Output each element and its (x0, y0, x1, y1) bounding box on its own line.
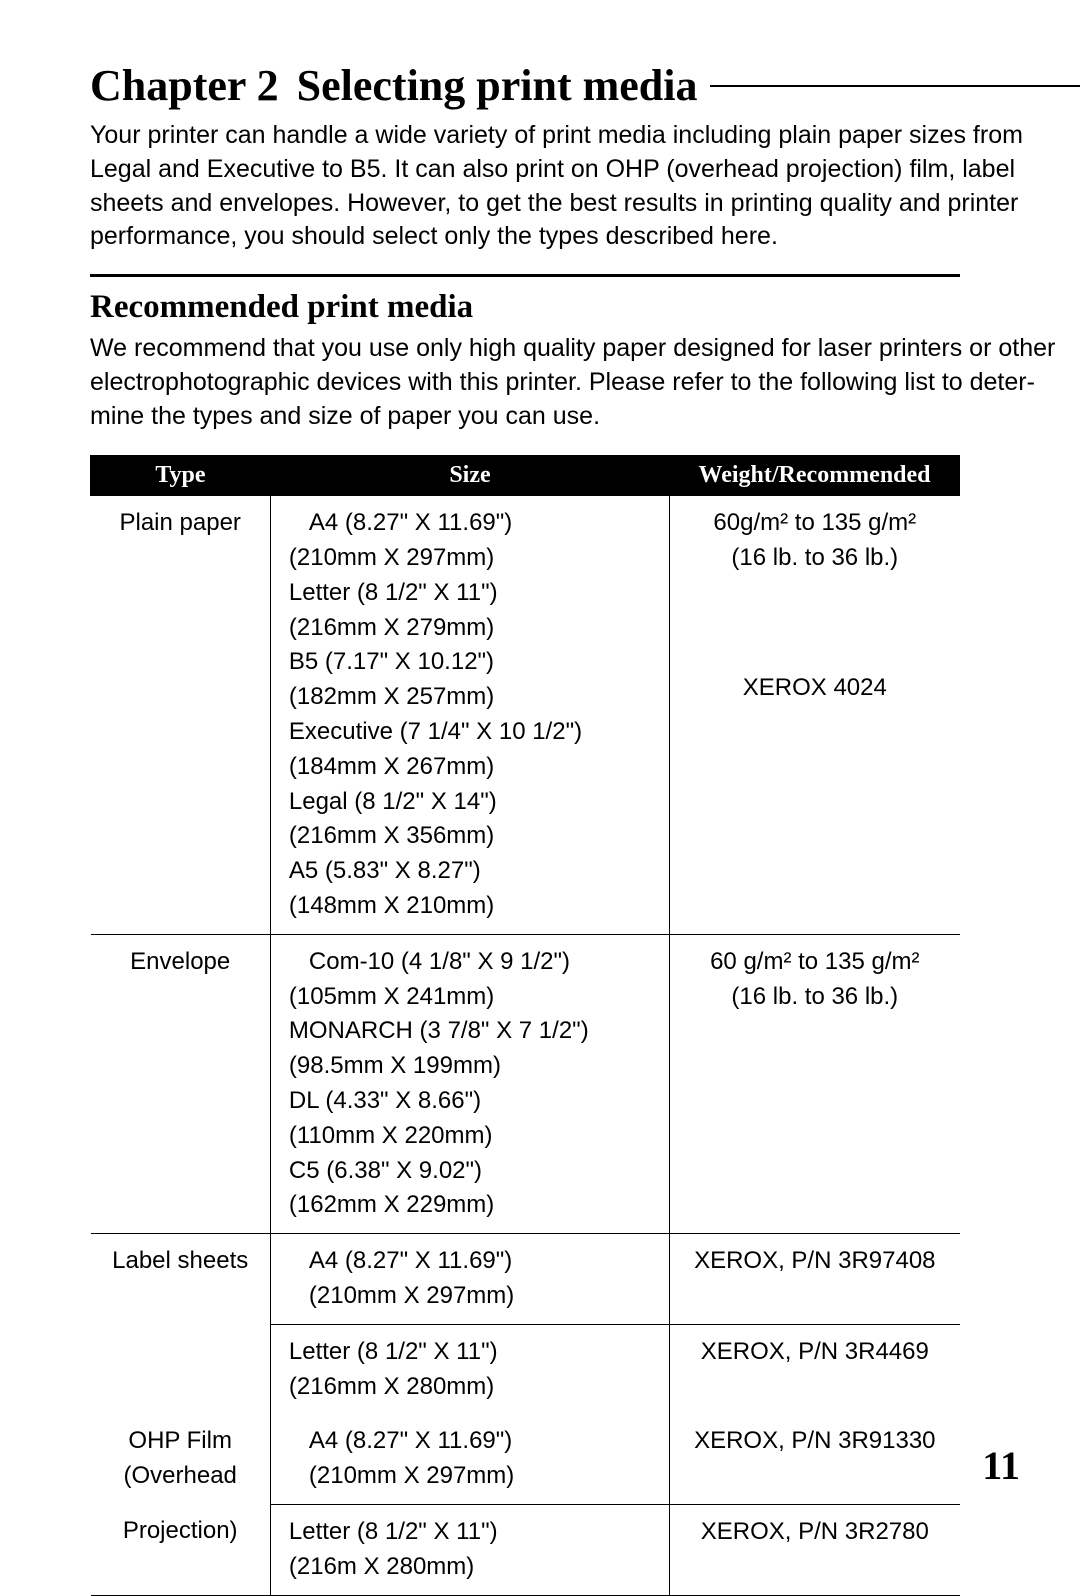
ohp-type-1: OHP Film (Overhead (91, 1414, 271, 1504)
label-size-2: Letter (8 1/2" X 11") (216mm X 280mm) (270, 1324, 669, 1414)
ohp-type-2: Projection) (91, 1504, 271, 1595)
page-number: 11 (982, 1442, 1020, 1489)
envelope-weight: 60 g/m² to 135 g/m² (16 lb. to 36 lb.) (670, 934, 960, 1233)
header-type: Type (91, 456, 271, 496)
plain-sizes: A4 (8.27" X 11.69") (210mm X 297mm) Lett… (270, 496, 669, 935)
section-paragraph: We recommend that you use only high qual… (90, 332, 1080, 433)
chapter-rule (710, 85, 1080, 87)
chapter-number: Chapter 2 (90, 60, 279, 111)
envelope-sizes: Com-10 (4 1/8" X 9 1/2") (105mm X 241mm)… (270, 934, 669, 1233)
label-rec-1: XEROX, P/N 3R97408 (670, 1234, 960, 1325)
section-title: Recommended print media (90, 289, 1080, 326)
chapter-title-text: Selecting print media (297, 60, 698, 111)
ohp-rec-2: XEROX, P/N 3R2780 (670, 1504, 960, 1595)
table-row-envelope: Envelope Com-10 (4 1/8" X 9 1/2") (105mm… (91, 934, 960, 1233)
table-row-plain: Plain paper A4 (8.27" X 11.69") (210mm X… (91, 496, 960, 935)
label-rec-2: XEROX, P/N 3R4469 (670, 1324, 960, 1414)
chapter-heading: Chapter 2 Selecting print media (90, 60, 1080, 111)
header-weight: Weight/Recommended (670, 456, 960, 496)
ohp-size-2: Letter (8 1/2" X 11") (216m X 280mm) (270, 1504, 669, 1595)
plain-type: Plain paper (91, 496, 271, 935)
table-row-ohp-2: Projection) Letter (8 1/2" X 11") (216m … (91, 1504, 960, 1595)
plain-weight: 60g/m² to 135 g/m² (16 lb. to 36 lb.) XE… (670, 496, 960, 935)
envelope-type: Envelope (91, 934, 271, 1233)
header-size: Size (270, 456, 669, 496)
media-table: Type Size Weight/Recommended Plain paper… (90, 455, 960, 1595)
table-row-label-1: Label sheets A4 (8.27" X 11.69") (210mm … (91, 1234, 960, 1325)
table-row-ohp-1: OHP Film (Overhead A4 (8.27" X 11.69") (… (91, 1414, 960, 1504)
ohp-size-1: A4 (8.27" X 11.69") (210mm X 297mm) (270, 1414, 669, 1504)
ohp-rec-1: XEROX, P/N 3R91330 (670, 1414, 960, 1504)
section-divider (90, 274, 960, 277)
label-type: Label sheets (91, 1234, 271, 1415)
intro-paragraph: Your printer can handle a wide variety o… (90, 119, 1080, 254)
label-size-1: A4 (8.27" X 11.69") (210mm X 297mm) (270, 1234, 669, 1325)
